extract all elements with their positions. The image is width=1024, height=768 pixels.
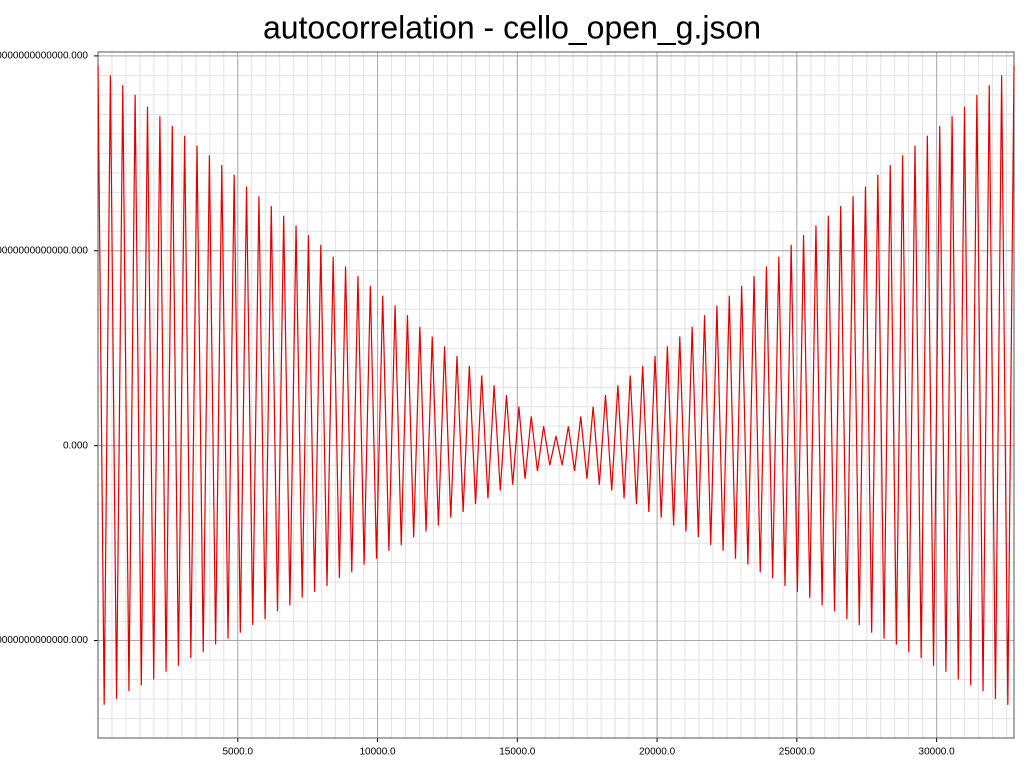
y-tick-label: 2000000000000000000.000 — [0, 51, 88, 62]
plot-frame — [97, 51, 1015, 739]
x-tick-label: 10000.0 — [359, 747, 396, 758]
y-tick-label: -1000000000000000000.000 — [0, 635, 88, 646]
data-line — [97, 65, 1015, 705]
chart-title: autocorrelation - cello_open_g.json — [263, 9, 761, 45]
x-tick-label: 15000.0 — [499, 747, 536, 758]
x-tick-label: 20000.0 — [639, 747, 676, 758]
x-tick-label: 5000.0 — [222, 747, 253, 758]
y-tick-label: 0.000 — [63, 440, 88, 451]
y-tick-label: 1000000000000000000.000 — [0, 245, 88, 256]
x-tick-label: 30000.0 — [919, 747, 956, 758]
x-tick-label: 25000.0 — [779, 747, 816, 758]
